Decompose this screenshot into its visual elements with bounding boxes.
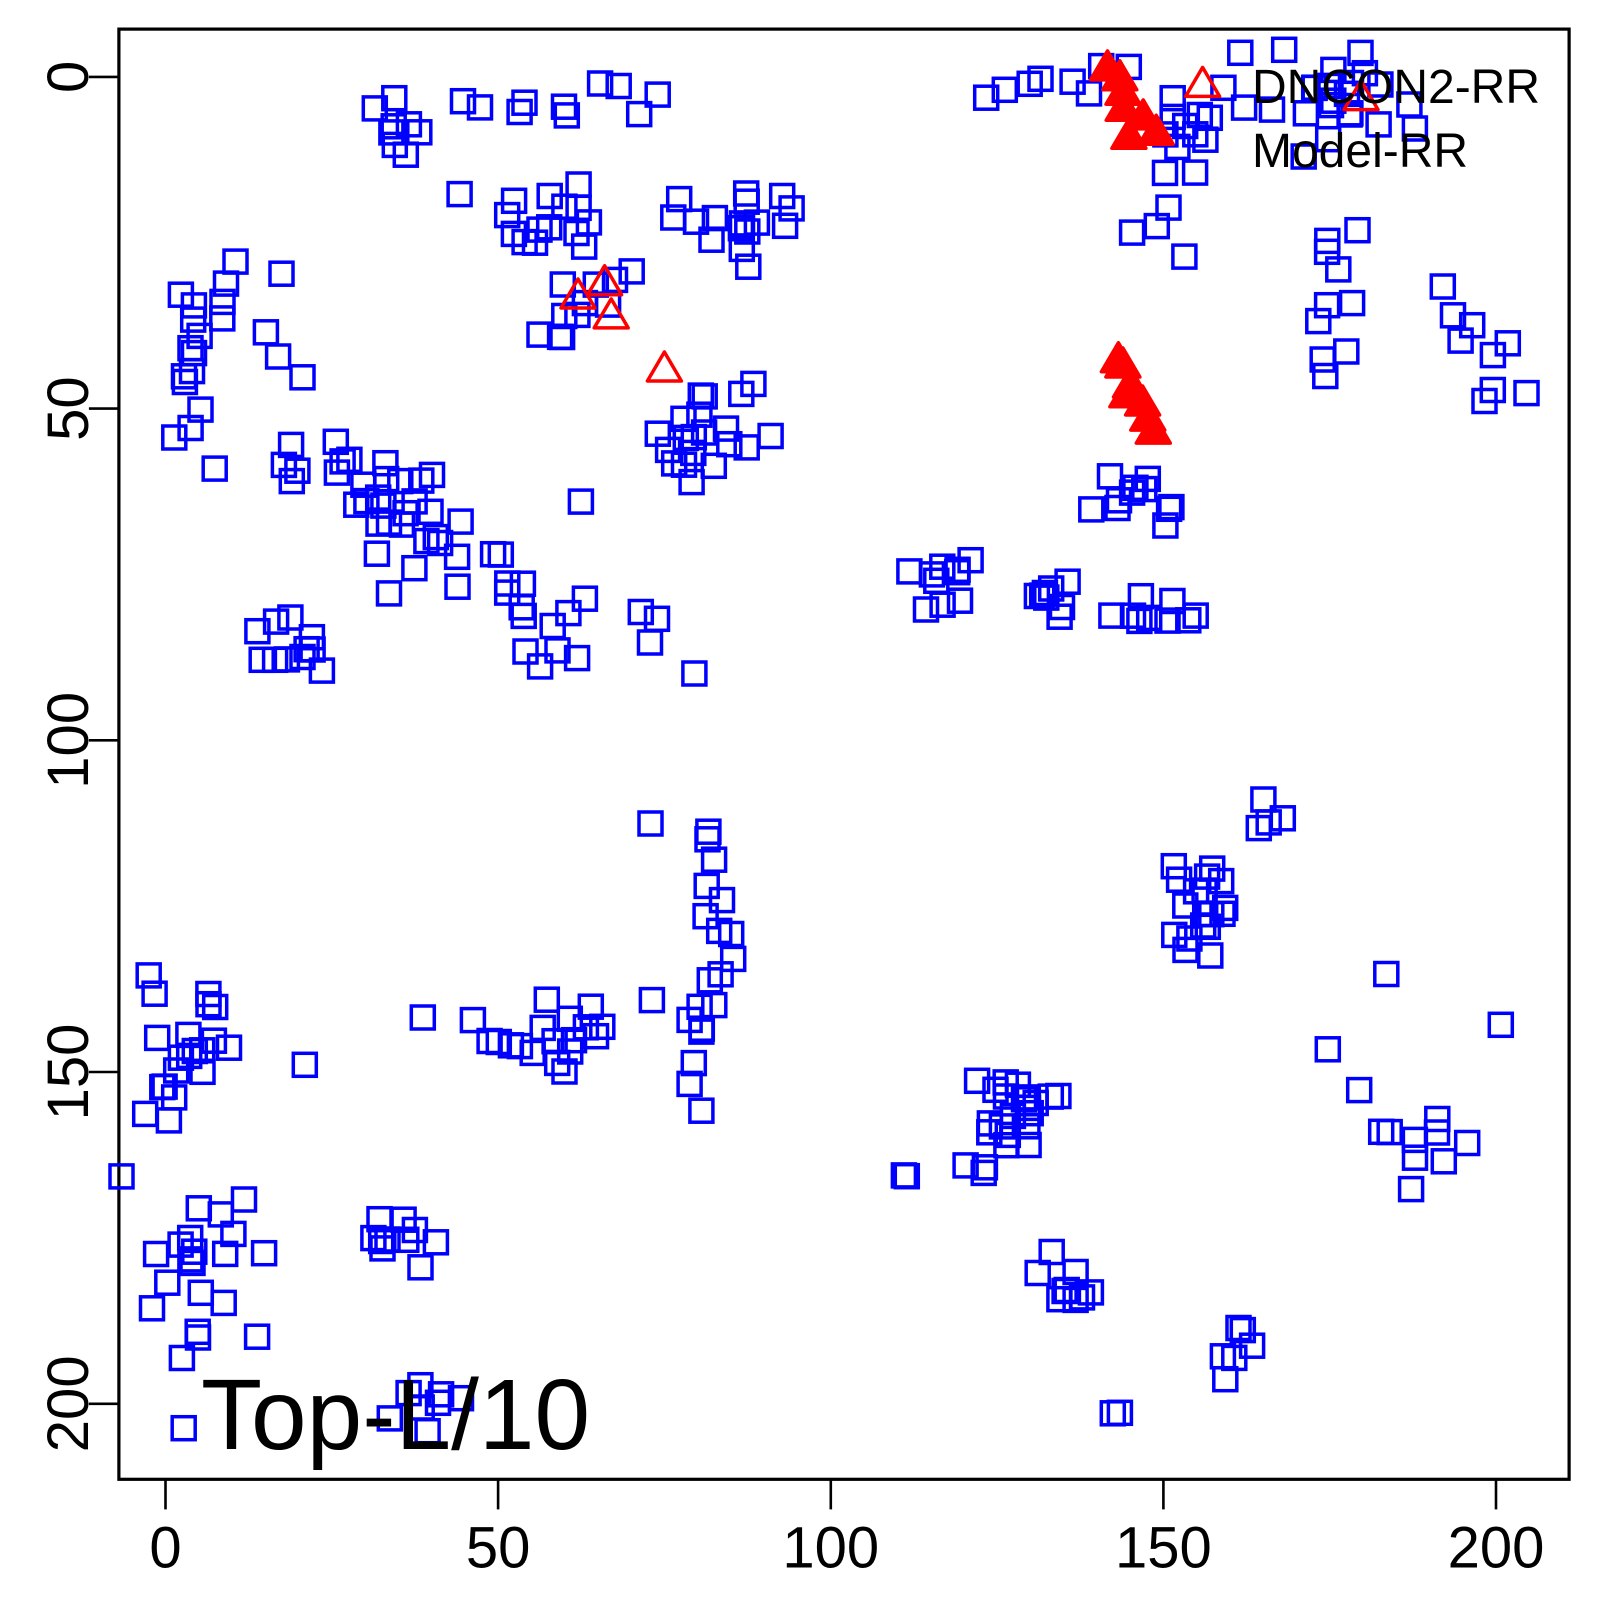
- svg-text:0: 0: [36, 61, 101, 93]
- svg-text:200: 200: [1448, 1515, 1545, 1580]
- svg-text:100: 100: [782, 1515, 879, 1580]
- svg-text:DNCON2-RR: DNCON2-RR: [1252, 61, 1540, 114]
- svg-text:Model-RR: Model-RR: [1252, 125, 1468, 178]
- svg-text:150: 150: [1115, 1515, 1212, 1580]
- svg-text:Top-L/10: Top-L/10: [201, 1359, 590, 1471]
- svg-text:0: 0: [149, 1515, 181, 1580]
- svg-text:50: 50: [36, 376, 101, 441]
- svg-text:200: 200: [36, 1355, 101, 1452]
- svg-text:50: 50: [466, 1515, 531, 1580]
- svg-text:100: 100: [36, 692, 101, 789]
- svg-text:150: 150: [36, 1024, 101, 1121]
